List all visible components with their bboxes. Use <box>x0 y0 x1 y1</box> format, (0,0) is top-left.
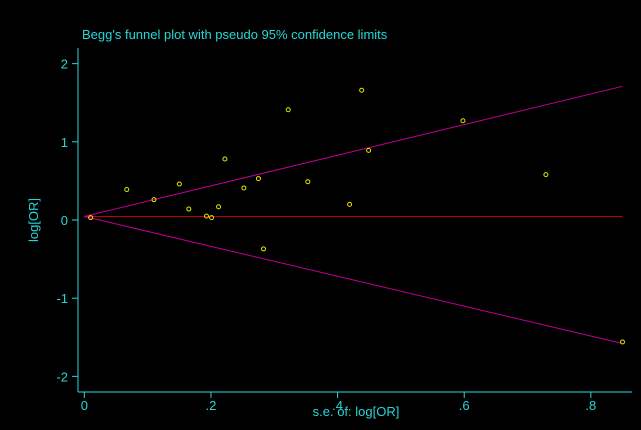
data-point <box>347 201 353 207</box>
x-tick-label: 0 <box>81 398 88 413</box>
y-tick-label: 2 <box>61 57 68 72</box>
x-tick-label: .6 <box>459 398 470 413</box>
x-tick-label: .2 <box>206 398 217 413</box>
data-point <box>620 339 626 345</box>
data-point <box>359 87 365 93</box>
y-tick-label: -2 <box>56 369 68 384</box>
data-point <box>305 179 311 185</box>
data-point <box>151 197 157 203</box>
lines-layer <box>84 85 623 345</box>
data-point <box>366 147 372 153</box>
lower-confidence-limit-line <box>84 215 623 345</box>
upper-confidence-limit-line <box>84 85 623 217</box>
y-axis-label: log[OR] <box>26 198 41 242</box>
points-layer <box>88 87 626 345</box>
data-point <box>88 215 94 221</box>
x-tick-label: .4 <box>332 398 343 413</box>
data-point <box>285 107 291 113</box>
data-point <box>204 213 210 219</box>
x-axis-label: s.e. of: log[OR] <box>313 404 400 419</box>
data-point <box>216 204 222 210</box>
data-point <box>176 181 182 187</box>
data-point <box>186 206 192 212</box>
data-point <box>255 176 261 182</box>
data-point <box>209 215 215 221</box>
data-point <box>460 118 466 124</box>
data-point <box>241 185 247 191</box>
y-tick-label: -1 <box>56 291 68 306</box>
data-point <box>543 172 549 178</box>
data-point <box>222 156 228 162</box>
data-point <box>124 187 130 193</box>
x-tick-label: .8 <box>585 398 596 413</box>
data-point <box>261 246 267 252</box>
chart-title: Begg's funnel plot with pseudo 95% confi… <box>82 27 388 42</box>
y-tick-label: 0 <box>61 213 68 228</box>
y-tick-label: 1 <box>61 135 68 150</box>
axes-layer: -2 -1 0 1 2 0 .2 .4 .6 .8 <box>56 48 632 413</box>
